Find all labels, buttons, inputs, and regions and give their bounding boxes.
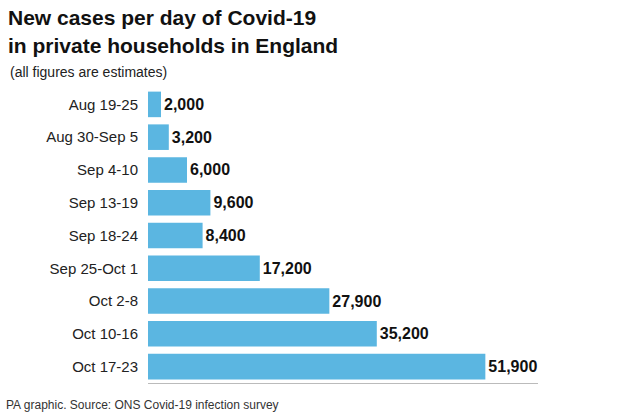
svg-text:Oct 2-8: Oct 2-8 [89,292,138,309]
svg-text:9,600: 9,600 [213,194,253,211]
svg-text:Aug 19-25: Aug 19-25 [69,96,138,113]
svg-text:PA graphic. Source: ONS Covid-: PA graphic. Source: ONS Covid-19 infecti… [6,398,279,412]
svg-text:Sep 4-10: Sep 4-10 [77,161,138,178]
svg-text:Sep 25-Oct 1: Sep 25-Oct 1 [50,260,138,277]
svg-text:2,000: 2,000 [164,96,204,113]
svg-text:17,200: 17,200 [263,260,312,277]
svg-text:Sep 18-24: Sep 18-24 [69,227,138,244]
svg-text:51,900: 51,900 [488,358,537,375]
svg-text:Oct 17-23: Oct 17-23 [72,358,138,375]
svg-text:35,200: 35,200 [380,325,429,342]
svg-text:Aug 30-Sep 5: Aug 30-Sep 5 [46,128,138,145]
svg-text:8,400: 8,400 [206,227,246,244]
svg-text:Oct 10-16: Oct 10-16 [72,325,138,342]
svg-text:27,900: 27,900 [332,293,381,310]
svg-text:New cases per day of Covid-19i: New cases per day of Covid-19in private … [8,6,338,56]
svg-text:Sep 13-19: Sep 13-19 [69,194,138,211]
svg-text:3,200: 3,200 [172,129,212,146]
svg-text:(all figures are estimates): (all figures are estimates) [10,64,167,80]
svg-text:6,000: 6,000 [190,161,230,178]
